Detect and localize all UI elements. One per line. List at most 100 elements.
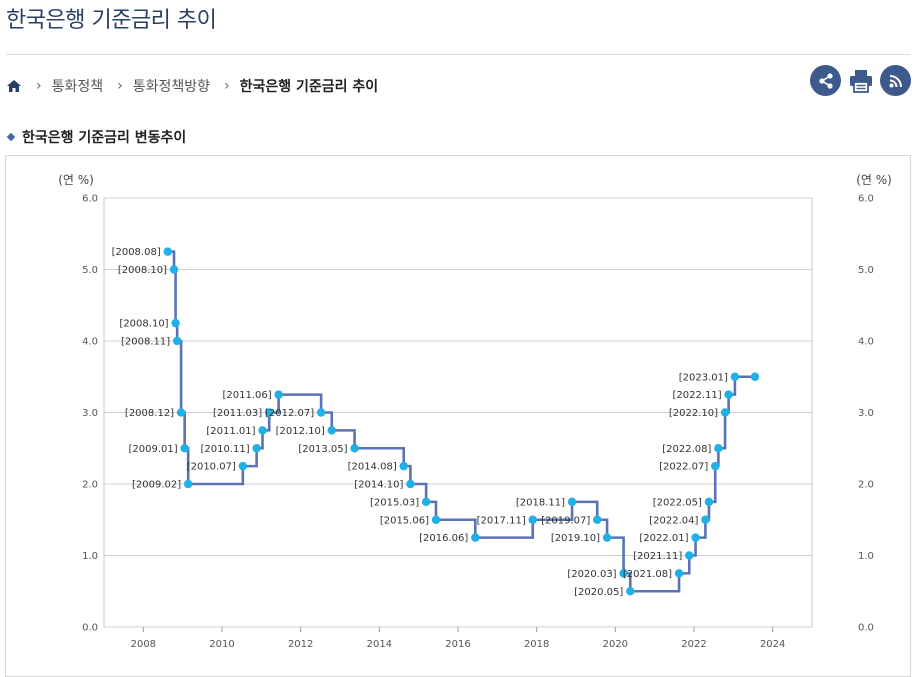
x-tick-label: 2022 (681, 639, 706, 650)
data-point-label: [2013.05] (298, 444, 347, 455)
data-point (171, 318, 180, 328)
data-point-label: [2022.08] (662, 444, 711, 455)
data-point (406, 479, 415, 489)
data-point-label: [2008.10] (118, 265, 167, 276)
data-point (399, 461, 408, 471)
data-point (252, 444, 261, 453)
y-tick-label-right: 1.0 (858, 551, 874, 562)
chevron-right-icon: › (36, 78, 42, 94)
data-point (421, 497, 431, 507)
y-tick-label-left: 3.0 (82, 408, 98, 419)
data-point-label: [2021.08] (623, 569, 672, 580)
breadcrumb-item-monetary-policy[interactable]: 통화정책 (51, 79, 104, 95)
breadcrumb: › 통화정책 › 통화정책방향 › 한국은행 기준금리 추이 (6, 76, 378, 96)
data-point (471, 533, 480, 542)
data-point-label: [2010.07] (187, 462, 236, 473)
y-tick-label-left: 2.0 (82, 480, 98, 491)
x-tick-label: 2020 (603, 639, 628, 650)
y-tick-label-right: 3.0 (858, 408, 874, 419)
data-point-label: [2022.07] (659, 462, 708, 473)
data-point-label: [2022.11] (672, 390, 721, 401)
data-point (674, 569, 684, 578)
rate-chart: 0.0 0.0 1.0 1.0 2.0 2.0 3.0 3.0 4.0 4.0 5.0 5.0 6.0 6… (58, 173, 892, 650)
data-point-label: [2016.06] (419, 533, 468, 544)
data-point-label: [2015.03] (370, 497, 419, 508)
data-point-label: [2009.02] (132, 480, 181, 491)
data-point (619, 569, 628, 578)
x-tick-label: 2014 (367, 639, 392, 650)
data-point (711, 461, 720, 471)
data-point (567, 497, 577, 507)
print-button[interactable] (845, 65, 876, 96)
data-point-label: [2009.01] (128, 444, 177, 455)
data-point (258, 426, 267, 435)
data-point (714, 444, 723, 453)
data-point-label: [2014.10] (354, 480, 403, 491)
y-tick-label-left: 5.0 (82, 265, 98, 276)
page-title: 한국은행 기준금리 추이 (6, 8, 217, 33)
data-point-label: [2008.08] (112, 247, 161, 258)
page-tools (810, 65, 911, 96)
y-tick-label-left: 6.0 (82, 194, 98, 205)
y-tick-label-right: 0.0 (858, 623, 874, 634)
data-point-label: [2022.10] (669, 408, 718, 419)
rate-step-line (167, 250, 755, 593)
data-point (750, 372, 760, 381)
data-point-label: [2010.11] (200, 444, 249, 455)
data-point-label: [2011.01] (206, 426, 255, 437)
title-divider (6, 54, 910, 55)
data-point (327, 426, 336, 435)
chevron-right-icon: › (224, 78, 230, 94)
x-tick-label: 2018 (524, 639, 549, 650)
data-point (593, 515, 602, 524)
data-point (724, 390, 733, 399)
share-button[interactable] (810, 65, 841, 96)
print-icon (849, 69, 872, 93)
share-icon (818, 72, 833, 89)
data-point (238, 461, 248, 471)
section-title-text: 한국은행 기준금리 변동추이 (22, 130, 187, 146)
data-point-label: [2022.01] (639, 533, 688, 544)
x-tick-label: 2010 (209, 639, 234, 650)
data-point-label: [2022.04] (649, 515, 698, 526)
data-point-label: [2012.07] (265, 408, 314, 419)
data-point (528, 515, 537, 524)
y-tick-label-right: 6.0 (858, 194, 874, 205)
data-point (730, 372, 740, 381)
x-tick-label: 2012 (288, 639, 313, 650)
data-point-label: [2012.10] (276, 426, 325, 437)
data-point-label: [2019.10] (551, 533, 600, 544)
data-point-label: [2019.07] (541, 515, 590, 526)
data-point (602, 533, 612, 542)
home-icon[interactable] (6, 79, 22, 93)
data-point (704, 497, 714, 507)
data-point (431, 515, 441, 524)
data-point (176, 408, 186, 417)
x-tick-label: 2016 (445, 639, 470, 650)
breadcrumb-item-current: 한국은행 기준금리 추이 (239, 79, 379, 95)
y-axis-unit-right: (연 %) (856, 173, 892, 187)
x-tick-label: 2008 (131, 639, 156, 650)
data-point-label: [2014.08] (348, 462, 397, 473)
data-point-label: [2011.03] (213, 408, 262, 419)
x-tick-label: 2024 (760, 639, 785, 650)
breadcrumb-item-policy-direction[interactable]: 통화정책방향 (132, 79, 211, 95)
data-point-label: [2020.03] (567, 569, 616, 580)
rss-button[interactable] (880, 65, 911, 96)
y-tick-label-left: 1.0 (82, 551, 98, 562)
data-point-label: [2011.06] (222, 390, 271, 401)
data-point-label: [2020.05] (574, 587, 623, 598)
data-point-label: [2015.06] (380, 515, 429, 526)
data-point-label: [2008.10] (119, 319, 168, 330)
data-point (626, 587, 635, 596)
data-point (265, 408, 274, 417)
data-point (701, 515, 710, 524)
rss-icon (889, 74, 902, 87)
chart-container: 0.0 0.0 1.0 1.0 2.0 2.0 3.0 3.0 4.0 4.0 5.0 5.0 6.0 6… (5, 155, 911, 677)
y-tick-label-right: 2.0 (858, 480, 874, 491)
data-point (180, 444, 189, 453)
data-point-label: [2021.11] (633, 551, 682, 562)
diamond-bullet-icon (6, 132, 16, 142)
data-point-label: [2023.01] (679, 372, 728, 383)
data-point (350, 444, 359, 453)
